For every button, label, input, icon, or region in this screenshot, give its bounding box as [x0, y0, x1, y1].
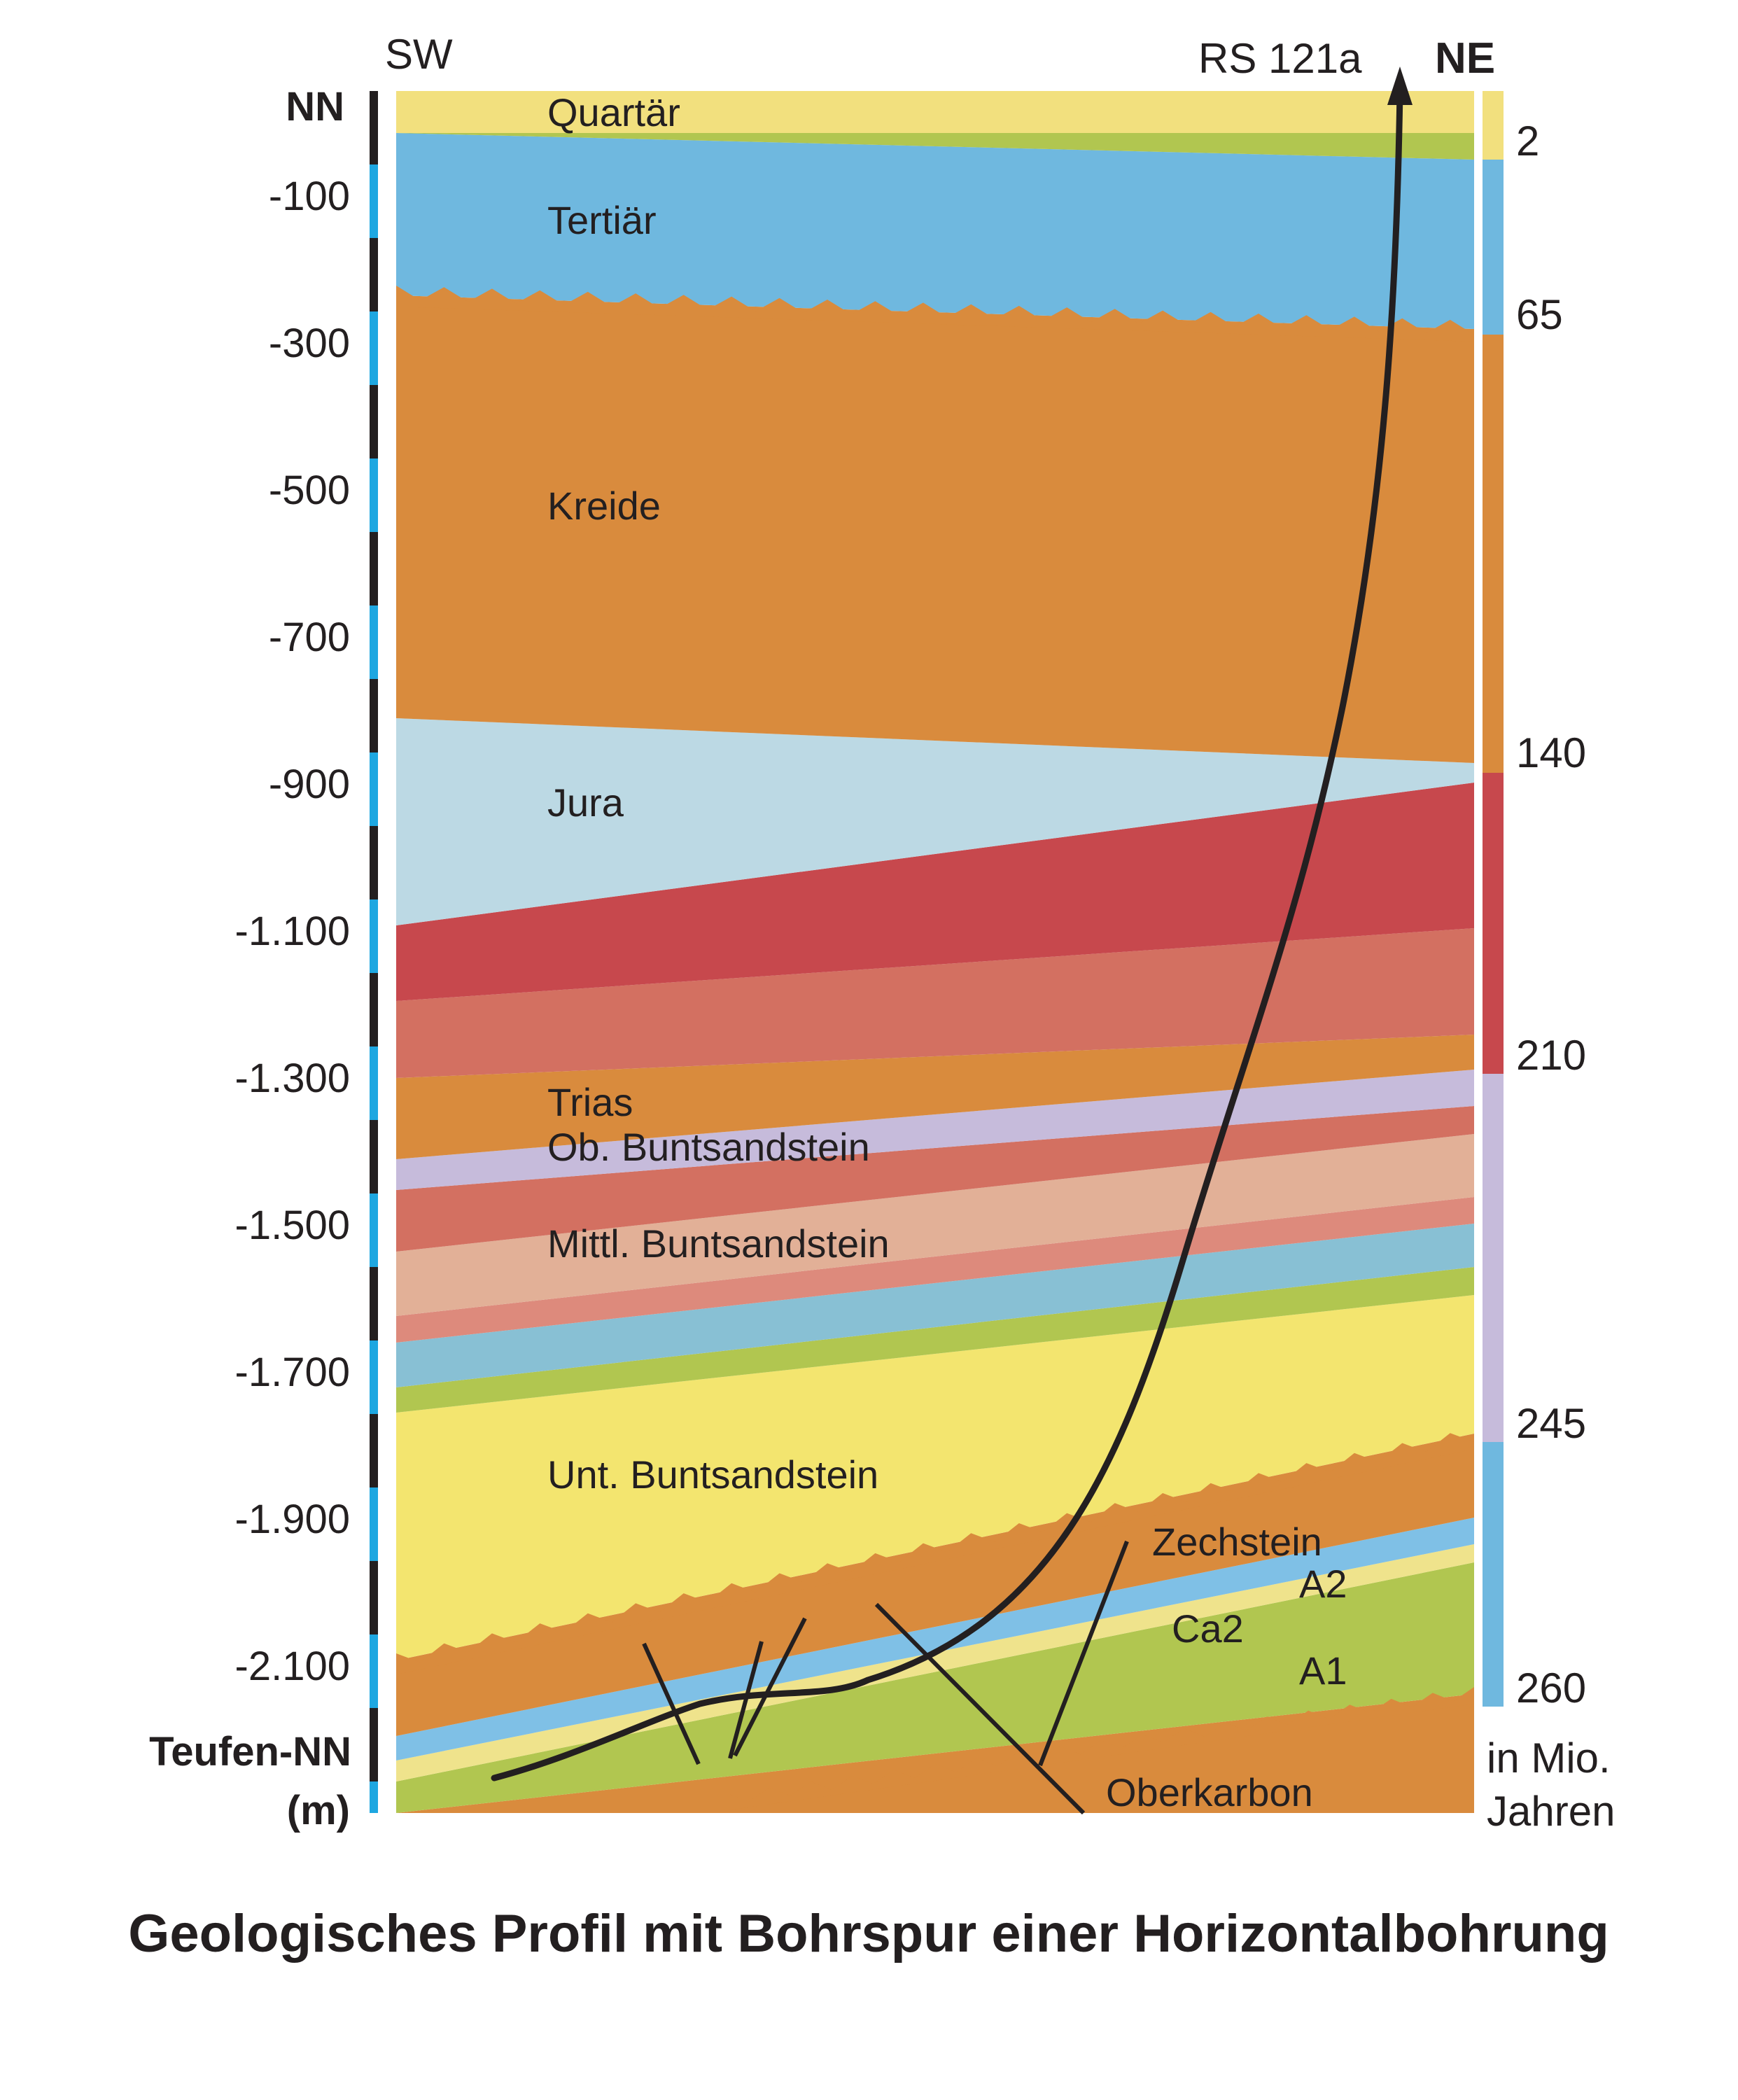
label-unt-buntsandstein: Unt. Buntsandstein [547, 1452, 878, 1497]
age-segment-trias [1483, 1074, 1504, 1442]
age-label: 140 [1516, 729, 1586, 776]
age-segment-jura [1483, 773, 1504, 1074]
depth-tick-label: NN [286, 84, 344, 130]
well-arrowhead [1387, 66, 1413, 105]
depth-tick-label: -700 [269, 615, 350, 660]
age-segment-tertiaer [1483, 160, 1504, 335]
depth-bar-segment [370, 1708, 378, 1782]
depth-tick-label: -900 [269, 762, 350, 807]
age-label: 210 [1516, 1032, 1586, 1079]
depth-bar-segment [370, 1414, 378, 1488]
sw-direction-label: SW [385, 31, 453, 78]
label-kreide: Kreide [547, 484, 661, 528]
label-jura: Jura [547, 780, 624, 825]
layer-kreide [396, 295, 1474, 763]
depth-bar-segment [370, 164, 378, 238]
depth-tick-label: -300 [269, 321, 350, 366]
age-labels: 2 65 140 210 245 260 in Mio. Jahren [1487, 118, 1615, 1835]
depth-bar-segment [370, 385, 378, 458]
depth-tick-label: -2.100 [235, 1644, 350, 1689]
depth-bar-segment [370, 1267, 378, 1340]
depth-bar-segment [370, 1340, 378, 1414]
age-segment-perm [1483, 1442, 1504, 1707]
label-oberkarbon: Oberkarbon [1106, 1770, 1313, 1814]
age-label: 245 [1516, 1400, 1586, 1447]
depth-tick-label: -1.500 [235, 1203, 350, 1248]
label-zechstein: Zechstein [1152, 1520, 1322, 1564]
label-trias: Trias [547, 1080, 633, 1124]
depth-bar-segment [370, 458, 378, 532]
label-ob-buntsandstein: Ob. Buntsandstein [547, 1125, 870, 1169]
age-unit-label: in Mio. [1487, 1735, 1611, 1782]
depth-bar-segment [370, 238, 378, 312]
depth-tick-label: -1.700 [235, 1350, 350, 1395]
age-label: 260 [1516, 1665, 1586, 1712]
age-segment-quartaer [1483, 91, 1504, 160]
depth-bar-segment [370, 899, 378, 973]
depth-bar-segment [370, 1120, 378, 1194]
label-a1: A1 [1299, 1648, 1347, 1693]
depth-bar-segment [370, 91, 378, 164]
depth-tick-label: -100 [269, 174, 350, 219]
geological-profile: SW RS 121a NE NN -100 -300 -500 -700 -90… [0, 0, 1738, 2100]
depth-bar-segment [370, 606, 378, 679]
depth-bar-segment [370, 1194, 378, 1267]
depth-tick-label: -1.300 [235, 1056, 350, 1101]
depth-bar-segment [370, 752, 378, 826]
depth-bar-segment [370, 826, 378, 899]
depth-tick-label: -500 [269, 468, 350, 513]
depth-axis-bar [370, 91, 378, 1813]
age-segment-kreide [1483, 335, 1504, 773]
depth-bar-segment [370, 1488, 378, 1561]
depth-bar-segment [370, 1046, 378, 1120]
depth-axis-unit: (m) [287, 1788, 350, 1833]
depth-bar-segment [370, 532, 378, 606]
label-a2: A2 [1299, 1562, 1347, 1606]
depth-bar-segment [370, 973, 378, 1046]
age-scale-bar [1483, 91, 1504, 1707]
label-mittl-buntsandstein: Mittl. Buntsandstein [547, 1222, 890, 1266]
depth-bar-segment [370, 1634, 378, 1708]
depth-ticks: NN -100 -300 -500 -700 -900 -1.100 -1.30… [149, 84, 351, 1833]
age-label: 2 [1516, 118, 1539, 164]
depth-tick-label: -1.900 [235, 1497, 350, 1542]
depth-bar-segment [370, 1782, 378, 1813]
label-ca2: Ca2 [1172, 1606, 1244, 1651]
depth-axis-title: Teufen-NN [149, 1729, 351, 1774]
label-tertiaer: Tertiär [547, 198, 657, 242]
well-name-label: RS 121a [1198, 35, 1362, 82]
depth-bar-segment [370, 679, 378, 752]
ne-direction-label: NE [1435, 34, 1495, 83]
depth-bar-segment [370, 1561, 378, 1634]
figure-caption: Geologisches Profil mit Bohrspur einer H… [128, 1904, 1609, 1963]
age-unit-label: Jahren [1487, 1788, 1615, 1835]
label-quartaer: Quartär [547, 90, 680, 134]
depth-bar-segment [370, 312, 378, 385]
age-label: 65 [1516, 291, 1563, 338]
depth-tick-label: -1.100 [235, 909, 350, 954]
